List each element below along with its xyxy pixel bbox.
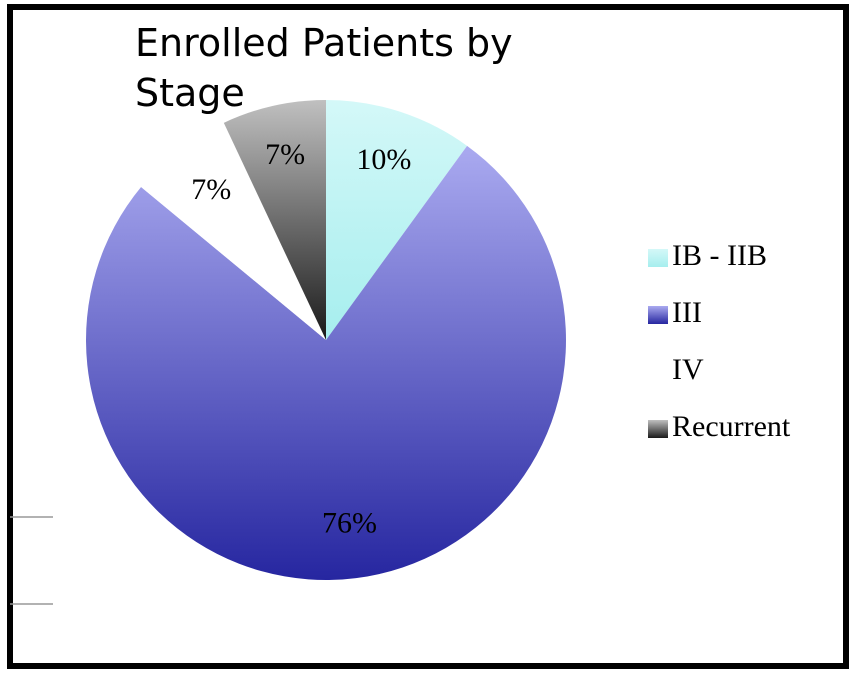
pie-slice bbox=[223, 100, 326, 340]
data-label: 10% bbox=[356, 143, 411, 176]
legend-label: IB - IIB bbox=[672, 239, 767, 272]
legend-label: III bbox=[672, 296, 702, 329]
legend-label: IV bbox=[672, 353, 704, 386]
pie-slice bbox=[86, 145, 566, 580]
chart-title: Enrolled Patients by Stage bbox=[135, 21, 513, 115]
legend-swatch bbox=[648, 363, 668, 381]
data-label: 7% bbox=[265, 138, 305, 171]
legend-swatch bbox=[648, 306, 668, 324]
data-label: 76% bbox=[322, 507, 377, 540]
pie-slice bbox=[141, 122, 326, 340]
legend-swatch bbox=[648, 249, 668, 267]
data-label: 7% bbox=[191, 173, 231, 206]
pie-slice bbox=[326, 100, 468, 340]
legend-swatch bbox=[648, 420, 668, 438]
legend-label: Recurrent bbox=[672, 410, 791, 443]
